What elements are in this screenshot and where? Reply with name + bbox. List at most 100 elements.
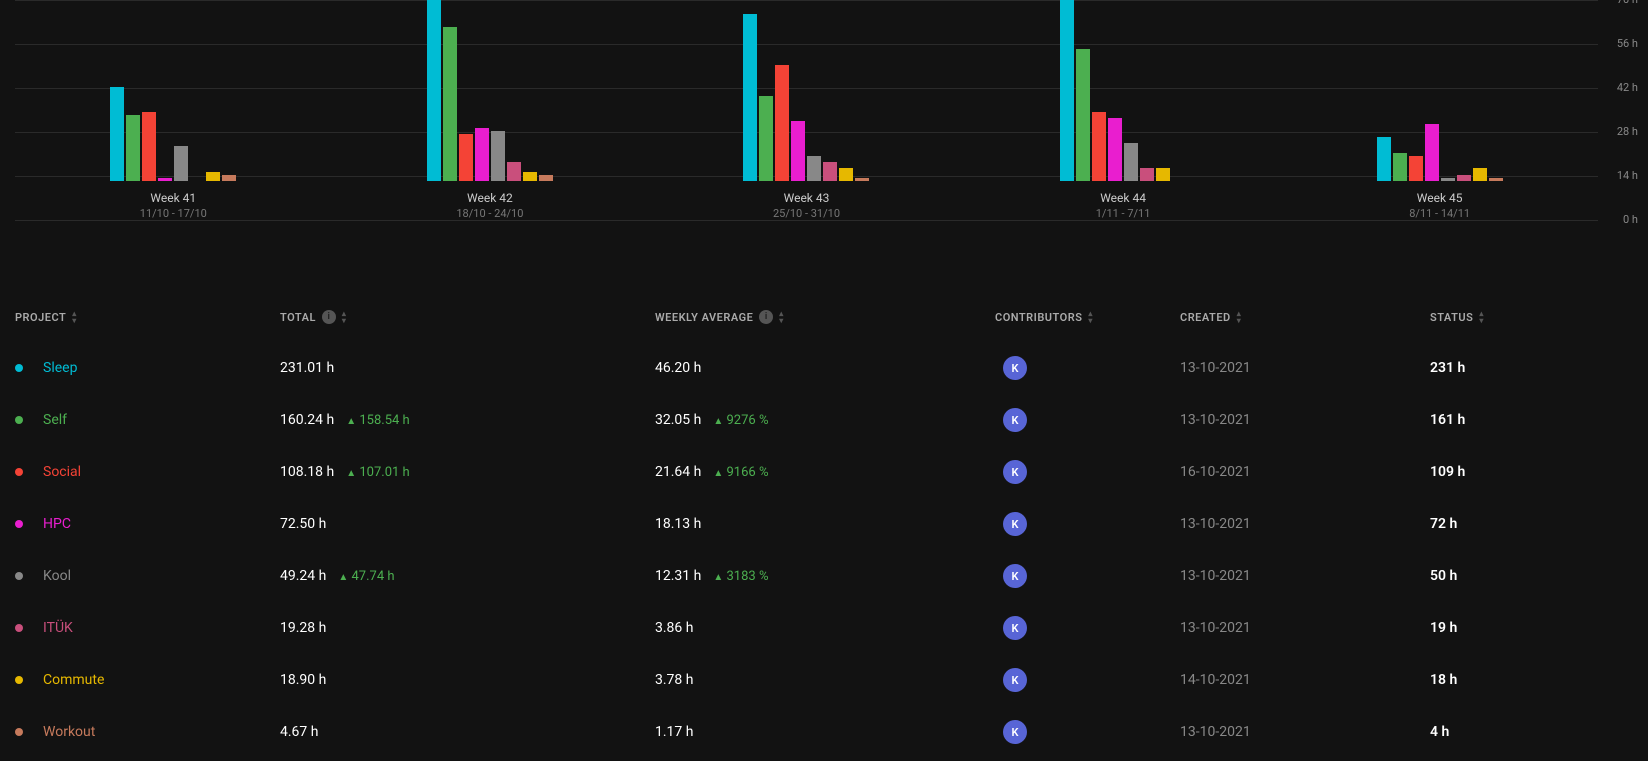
status-value: 161 h <box>1430 412 1465 428</box>
bar[interactable] <box>1393 153 1407 181</box>
sort-icon[interactable] <box>72 311 77 324</box>
y-axis-label: 70 h <box>1617 0 1638 6</box>
table-row[interactable]: HPC72.50 h18.13 hK13-10-202172 h <box>15 498 1633 550</box>
contributor-avatar[interactable]: K <box>1003 668 1027 692</box>
contributor-avatar[interactable]: K <box>1003 720 1027 744</box>
sort-icon[interactable] <box>1237 311 1242 324</box>
bar[interactable] <box>174 146 188 181</box>
contributor-avatar[interactable]: K <box>1003 616 1027 640</box>
contributor-avatar[interactable]: K <box>1003 408 1027 432</box>
project-name: Self <box>43 412 67 428</box>
color-dot <box>15 468 23 476</box>
created-date: 16-10-2021 <box>1180 464 1251 480</box>
avg-value: 32.05 h <box>655 412 701 428</box>
bar[interactable] <box>1060 0 1074 181</box>
color-dot <box>15 728 23 736</box>
y-axis-label: 28 h <box>1617 125 1638 138</box>
bar[interactable] <box>807 156 821 181</box>
bar[interactable] <box>1489 178 1503 181</box>
bar[interactable] <box>459 134 473 181</box>
table-row[interactable]: Kool49.24 h▲ 47.74 h12.31 h▲ 3183 %K13-1… <box>15 550 1633 602</box>
bar[interactable] <box>1108 118 1122 181</box>
bar[interactable] <box>823 162 837 181</box>
bar[interactable] <box>206 172 220 181</box>
avg-value: 3.86 h <box>655 620 693 636</box>
avg-delta: ▲ 9166 % <box>713 465 768 480</box>
week-dates: 8/11 - 14/11 <box>1409 207 1470 220</box>
bar[interactable] <box>855 178 869 181</box>
bar[interactable] <box>1473 168 1487 181</box>
color-dot <box>15 676 23 684</box>
bar[interactable] <box>1425 124 1439 181</box>
bar[interactable] <box>475 128 489 181</box>
bar[interactable] <box>1457 175 1471 181</box>
header-avg: WEEKLY AVERAGE <box>655 311 753 324</box>
total-delta: ▲ 107.01 h <box>346 465 409 480</box>
table-row[interactable]: Self160.24 h▲ 158.54 h32.05 h▲ 9276 %K13… <box>15 394 1633 446</box>
bar[interactable] <box>839 168 853 181</box>
total-value: 108.18 h <box>280 464 334 480</box>
projects-table: PROJECT TOTAL i WEEKLY AVERAGE i CONTRIB… <box>0 280 1648 758</box>
total-delta: ▲ 158.54 h <box>346 413 409 428</box>
table-row[interactable]: ITÜK19.28 h3.86 hK13-10-202119 h <box>15 602 1633 654</box>
project-name: Sleep <box>43 360 77 376</box>
y-axis-label: 56 h <box>1617 37 1638 50</box>
info-icon[interactable]: i <box>322 310 336 324</box>
contributor-avatar[interactable]: K <box>1003 356 1027 380</box>
bar[interactable] <box>1092 112 1106 181</box>
bar[interactable] <box>507 162 521 181</box>
bar[interactable] <box>1076 49 1090 181</box>
bar[interactable] <box>1140 168 1154 181</box>
status-value: 19 h <box>1430 620 1457 636</box>
created-date: 14-10-2021 <box>1180 672 1251 688</box>
bar[interactable] <box>443 27 457 181</box>
bar[interactable] <box>427 0 441 181</box>
bar[interactable] <box>1377 137 1391 181</box>
bar[interactable] <box>759 96 773 181</box>
total-value: 49.24 h <box>280 568 326 584</box>
table-row[interactable]: Workout4.67 h1.17 hK13-10-20214 h <box>15 706 1633 758</box>
bar[interactable] <box>222 175 236 181</box>
sort-icon[interactable] <box>1088 311 1093 324</box>
bar[interactable] <box>539 175 553 181</box>
week-group: Week 4325/10 - 31/10 <box>648 0 965 220</box>
sort-icon[interactable] <box>779 311 784 324</box>
total-value: 19.28 h <box>280 620 326 636</box>
created-date: 13-10-2021 <box>1180 412 1251 428</box>
project-name: Social <box>43 464 81 480</box>
bar[interactable] <box>1409 156 1423 181</box>
bar[interactable] <box>523 172 537 181</box>
color-dot <box>15 364 23 372</box>
bar[interactable] <box>1441 178 1455 181</box>
contributor-avatar[interactable]: K <box>1003 460 1027 484</box>
bar[interactable] <box>1156 168 1170 181</box>
bar[interactable] <box>775 65 789 181</box>
bar[interactable] <box>743 14 757 181</box>
created-date: 13-10-2021 <box>1180 620 1251 636</box>
bar[interactable] <box>142 112 156 181</box>
project-name: HPC <box>43 516 71 532</box>
week-label: Week 43 <box>784 191 830 205</box>
status-value: 18 h <box>1430 672 1457 688</box>
table-row[interactable]: Sleep231.01 h46.20 hK13-10-2021231 h <box>15 342 1633 394</box>
week-group: Week 4218/10 - 24/10 <box>332 0 649 220</box>
bar[interactable] <box>791 121 805 181</box>
contributor-avatar[interactable]: K <box>1003 564 1027 588</box>
info-icon[interactable]: i <box>759 310 773 324</box>
bar[interactable] <box>1124 143 1138 181</box>
week-dates: 1/11 - 7/11 <box>1096 207 1151 220</box>
total-value: 4.67 h <box>280 724 318 740</box>
avg-delta: ▲ 3183 % <box>713 569 768 584</box>
sort-icon[interactable] <box>342 311 347 324</box>
contributor-avatar[interactable]: K <box>1003 512 1027 536</box>
bar[interactable] <box>491 131 505 181</box>
table-row[interactable]: Social108.18 h▲ 107.01 h21.64 h▲ 9166 %K… <box>15 446 1633 498</box>
sort-icon[interactable] <box>1479 311 1484 324</box>
avg-value: 18.13 h <box>655 516 701 532</box>
header-status: STATUS <box>1430 311 1473 324</box>
bar[interactable] <box>126 115 140 181</box>
bar[interactable] <box>110 87 124 181</box>
bar[interactable] <box>158 178 172 181</box>
total-delta: ▲ 47.74 h <box>338 569 394 584</box>
table-row[interactable]: Commute18.90 h3.78 hK14-10-202118 h <box>15 654 1633 706</box>
